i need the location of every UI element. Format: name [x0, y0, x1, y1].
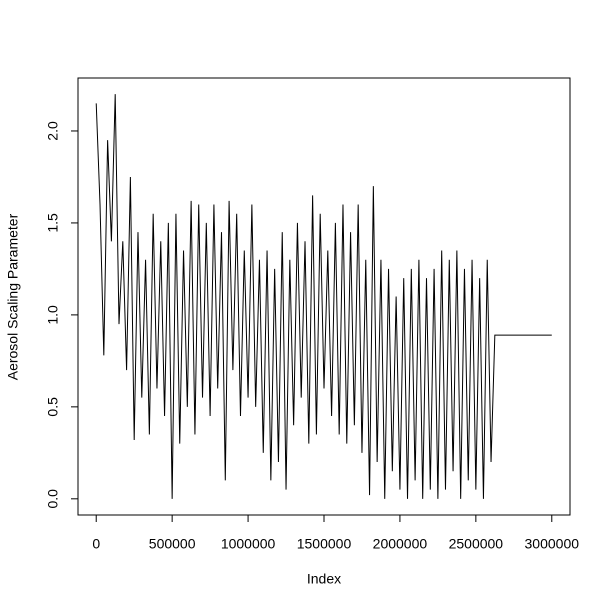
x-tick-label: 1000000	[221, 536, 276, 552]
y-axis-label: Aerosol Scaling Parameter	[5, 213, 21, 380]
x-tick-label: 500000	[149, 536, 196, 552]
y-tick-label: 0.0	[45, 489, 61, 509]
y-tick-label: 0.5	[45, 397, 61, 417]
x-tick-label: 3000000	[525, 536, 580, 552]
y-tick-label: 1.0	[45, 305, 61, 325]
x-axis-label: Index	[307, 571, 341, 587]
y-tick-label: 2.0	[45, 121, 61, 141]
x-tick-label: 2500000	[449, 536, 504, 552]
x-tick-label: 0	[92, 536, 100, 552]
y-tick-label: 1.5	[45, 213, 61, 233]
x-tick-label: 1500000	[297, 536, 352, 552]
x-tick-label: 2000000	[373, 536, 428, 552]
data-line	[95, 94, 552, 499]
